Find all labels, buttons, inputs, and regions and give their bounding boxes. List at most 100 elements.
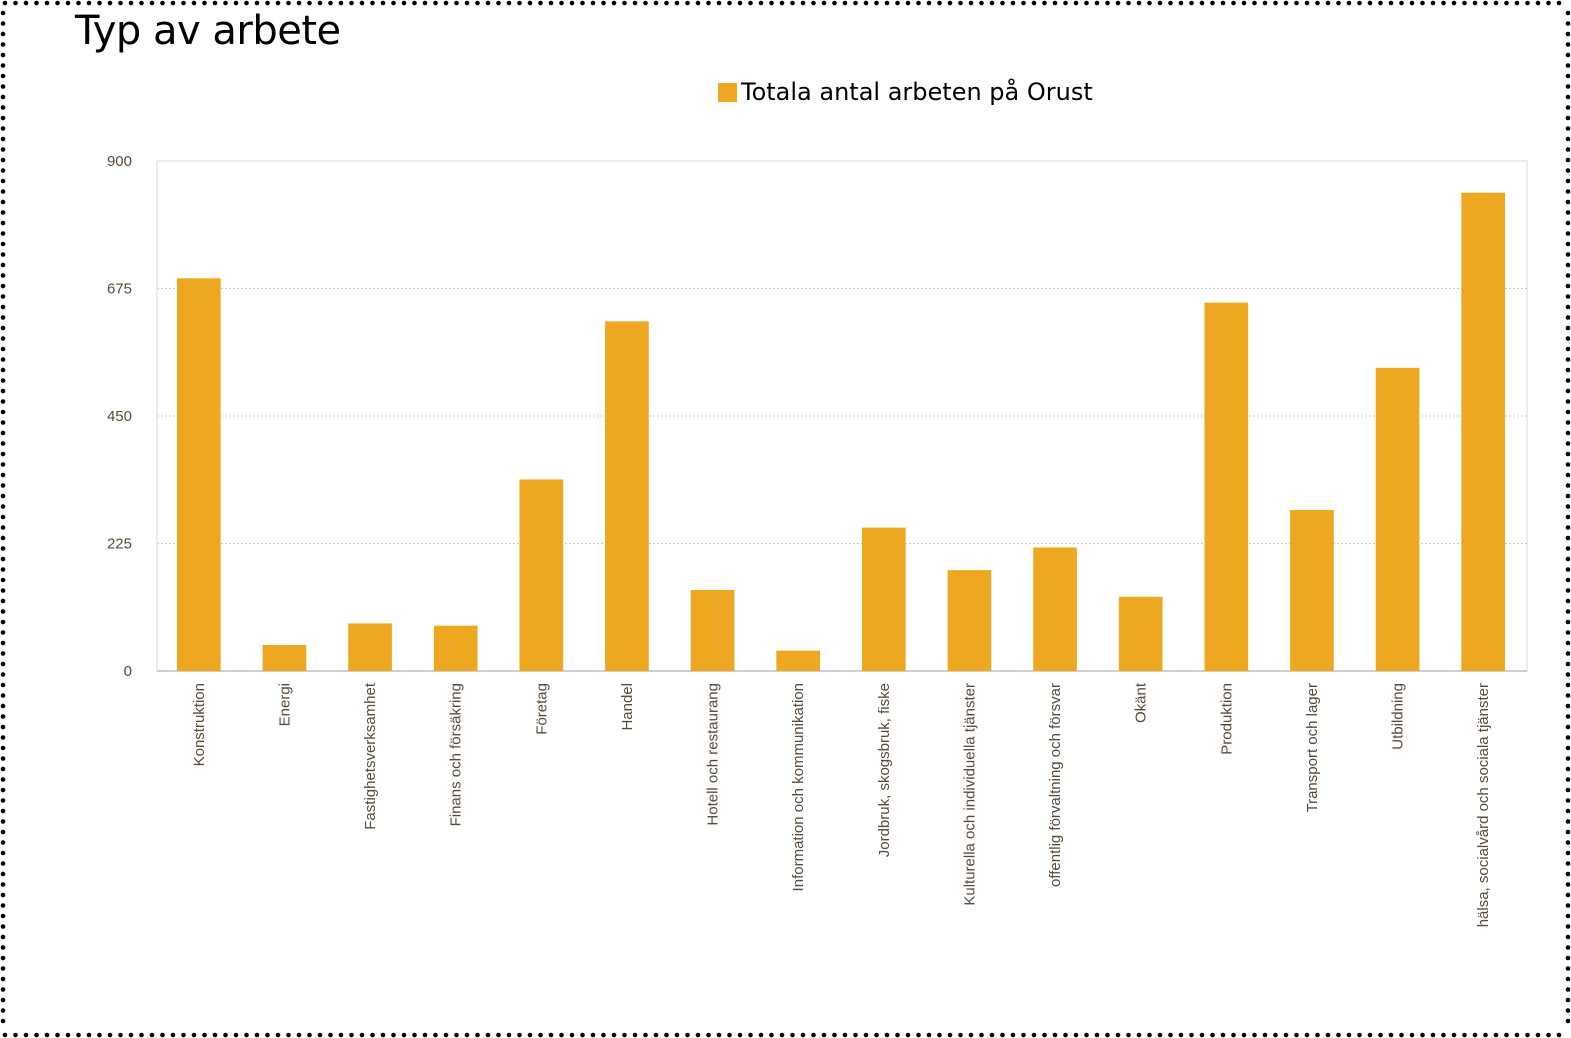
border-dot: [0, 388, 6, 394]
border-dot: [0, 735, 6, 740]
border-dot: [1367, 0, 1373, 6]
border-dot: [496, 0, 501, 6]
border-dot: [1252, 0, 1257, 6]
x-tick-label: Okänt: [1133, 682, 1150, 723]
border-dot: [1304, 0, 1310, 6]
border-dot: [1525, 1032, 1530, 1038]
border-dot: [307, 0, 312, 6]
border-dot: [1565, 430, 1571, 436]
border-dot: [0, 220, 6, 226]
border-dot: [1556, 0, 1562, 6]
bar: [776, 650, 821, 671]
legend-label: Totala antal arbeten på Orust: [741, 78, 1093, 106]
bar: [1290, 510, 1334, 671]
border-dot: [1420, 0, 1425, 6]
border-dot: [1565, 577, 1571, 583]
border-dot: [443, 0, 449, 6]
border-dot: [1565, 199, 1571, 205]
border-dot: [1000, 0, 1005, 6]
border-dot: [433, 0, 438, 6]
border-dot: [1565, 619, 1571, 625]
border-dot: [1565, 651, 1571, 656]
border-dot: [1565, 462, 1571, 467]
border-dot: [0, 903, 6, 908]
bars: [176, 192, 1506, 671]
border-dot: [0, 724, 6, 730]
border-dot: [779, 0, 785, 6]
legend: Totala antal arbeten på Orust: [718, 78, 1093, 106]
border-dot: [286, 1032, 291, 1038]
border-dot: [1472, 0, 1478, 6]
border-dot: [118, 1032, 123, 1038]
border-dot: [706, 1032, 711, 1038]
border-dot: [1565, 535, 1571, 541]
border-dot: [0, 94, 6, 100]
border-dot: [1565, 420, 1571, 425]
border-dot: [0, 42, 6, 47]
border-dot: [1283, 1032, 1289, 1038]
border-dot: [1262, 1032, 1268, 1038]
bar: [947, 570, 992, 671]
border-dot: [1273, 0, 1278, 6]
border-dot: [1115, 1032, 1121, 1038]
border-dot: [191, 0, 197, 6]
border-dot: [65, 0, 71, 6]
border-dot: [0, 147, 6, 152]
border-dot: [916, 0, 921, 6]
border-dot: [1147, 1032, 1152, 1038]
border-dot: [0, 472, 6, 478]
border-dot: [937, 0, 942, 6]
border-dot: [559, 1032, 564, 1038]
border-dot: [1388, 0, 1394, 6]
border-dot: [727, 1032, 732, 1038]
border-dot: [968, 1032, 974, 1038]
border-dot: [1409, 1032, 1415, 1038]
border-dot: [1565, 252, 1571, 257]
border-dot: [401, 1032, 407, 1038]
y-tick-label: 0: [124, 663, 132, 680]
border-dot: [1565, 283, 1571, 289]
border-dot: [359, 1032, 365, 1038]
border-dot: [895, 0, 900, 6]
border-dot: [0, 882, 6, 887]
border-dot: [968, 0, 974, 6]
bar: [433, 625, 478, 671]
border-dot: [1546, 1032, 1551, 1038]
border-dot: [0, 619, 6, 625]
border-dot: [1388, 1032, 1394, 1038]
border-dot: [1294, 0, 1299, 6]
border-dot: [233, 1032, 239, 1038]
border-dot: [0, 21, 6, 26]
border-dot: [2, 1032, 8, 1038]
border-dot: [86, 1032, 92, 1038]
border-dot: [538, 1032, 543, 1038]
border-dot: [1565, 346, 1571, 352]
border-dot: [1565, 997, 1571, 1003]
border-dot: [254, 0, 260, 6]
border-dot: [1565, 42, 1571, 47]
border-dot: [1273, 1032, 1278, 1038]
border-dot: [275, 1032, 281, 1038]
border-dot: [1565, 220, 1571, 226]
border-dot: [517, 0, 522, 6]
border-dot: [1565, 756, 1571, 761]
border-dot: [727, 0, 732, 6]
border-dot: [1430, 1032, 1436, 1038]
border-dot: [611, 1032, 617, 1038]
border-dot: [1472, 1032, 1478, 1038]
border-dot: [916, 1032, 921, 1038]
border-dot: [0, 787, 6, 793]
x-tick-label: Handel: [619, 683, 636, 731]
border-dot: [464, 1032, 470, 1038]
border-dot: [0, 283, 6, 289]
border-dot: [1565, 147, 1571, 152]
border-dot: [1565, 273, 1571, 278]
x-tick-label: Transport och lager: [1304, 683, 1321, 813]
border-dot: [947, 1032, 953, 1038]
border-dot: [601, 1032, 606, 1038]
border-dot: [286, 0, 291, 6]
border-dot: [454, 0, 459, 6]
border-dot: [937, 1032, 942, 1038]
border-dot: [244, 0, 249, 6]
